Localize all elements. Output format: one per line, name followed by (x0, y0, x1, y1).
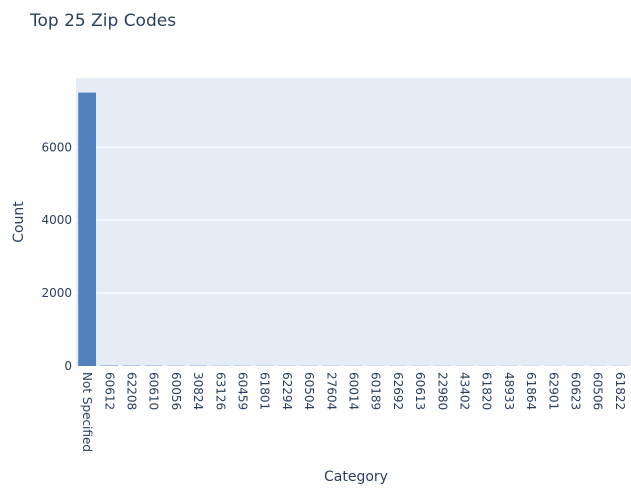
x-tick-label: Not Specified (80, 372, 94, 452)
chart-title: Top 25 Zip Codes (29, 11, 176, 31)
x-tick-label: 62901 (546, 372, 560, 410)
x-tick-label: 61801 (258, 372, 272, 410)
x-tick-label: 60014 (347, 372, 361, 410)
x-tick-label: 60056 (169, 372, 183, 410)
x-tick-label: 60610 (147, 372, 161, 410)
x-tick-label: 62692 (391, 372, 405, 410)
x-tick-label: 61822 (613, 372, 627, 410)
x-tick-label: 60459 (236, 372, 250, 410)
plot-area (76, 78, 631, 366)
x-tick-label: 43402 (458, 372, 472, 410)
x-tick-label: 60504 (302, 372, 316, 410)
x-tick-label: 60612 (102, 372, 116, 410)
x-tick-label: 60613 (413, 372, 427, 410)
x-tick-label: 61864 (524, 372, 538, 410)
y-tick-label: 6000 (41, 140, 72, 154)
x-tick-label: 60506 (591, 372, 605, 410)
x-tick-label: 62294 (280, 372, 294, 410)
x-tick-label: 27604 (324, 372, 338, 410)
bar (78, 92, 96, 366)
x-tick-label: 60623 (569, 372, 583, 410)
x-tick-label: 63126 (213, 372, 227, 410)
y-axis-title: Count (11, 201, 27, 243)
x-tick-label: 48933 (502, 372, 516, 410)
x-tick-label: 61820 (480, 372, 494, 410)
x-axis-title: Category (324, 469, 388, 485)
x-tick-label: 60189 (369, 372, 383, 410)
x-tick-label: 62208 (125, 372, 139, 410)
x-tick-label: 22980 (435, 372, 449, 410)
x-tick-label: 30824 (191, 372, 205, 410)
y-tick-label: 2000 (41, 286, 72, 300)
y-tick-label: 4000 (41, 213, 72, 227)
y-tick-label: 0 (64, 359, 72, 373)
